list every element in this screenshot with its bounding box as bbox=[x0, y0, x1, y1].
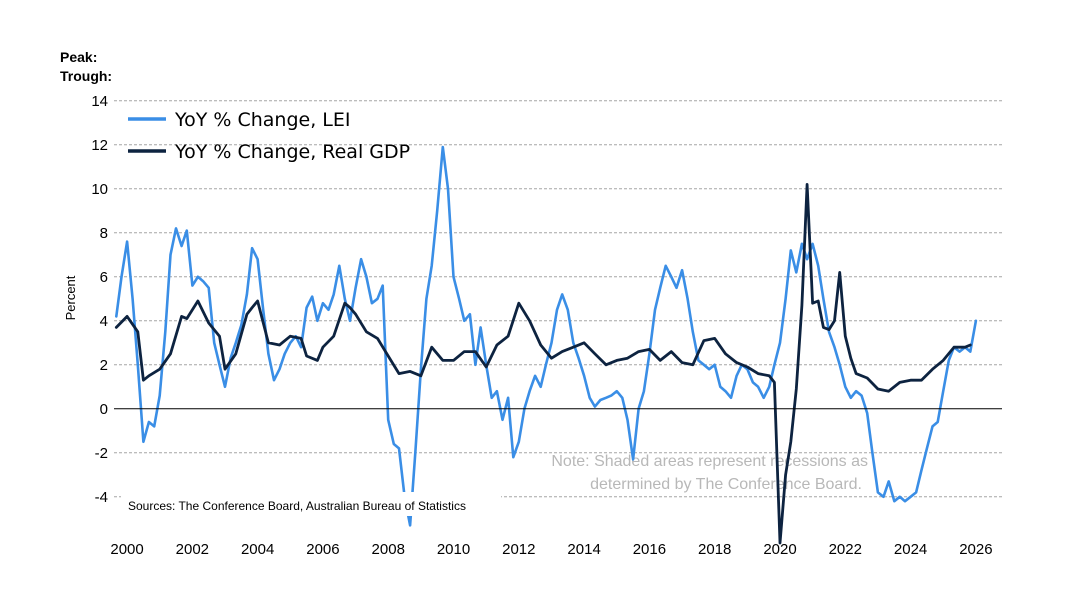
x-axis-ticks: 2000 2002 2004 2006 2008 2010 2012 2014 2016 2018… bbox=[110, 541, 992, 558]
peak-label: Peak: bbox=[60, 49, 97, 65]
source-background bbox=[121, 492, 501, 516]
x-tick-label: 2004 bbox=[241, 541, 274, 558]
y-tick-label: 10 bbox=[91, 181, 108, 198]
x-tick-label: 2014 bbox=[567, 541, 600, 558]
x-tick-label: 2020 bbox=[763, 541, 796, 558]
y-tick-label: 8 bbox=[100, 225, 108, 242]
y-axis-label: Percent bbox=[63, 275, 78, 320]
series-layer bbox=[114, 145, 978, 545]
x-tick-label: 2012 bbox=[502, 541, 535, 558]
legend-label-lei: YoY % Change, LEI bbox=[174, 109, 350, 131]
x-tick-label: 2026 bbox=[959, 541, 992, 558]
note-line-2: determined by The Conference Board. bbox=[590, 476, 862, 493]
x-tick-label: 2022 bbox=[829, 541, 862, 558]
trough-label: Trough: bbox=[60, 68, 112, 84]
y-tick-label: -4 bbox=[95, 489, 108, 506]
x-tick-label: 2010 bbox=[437, 541, 470, 558]
source-text: Sources: The Conference Board, Australia… bbox=[128, 499, 466, 513]
x-tick-label: 2016 bbox=[633, 541, 666, 558]
legend: YoY % Change, LEI YoY % Change, Real GDP bbox=[128, 109, 410, 163]
y-axis-ticks: 14 12 10 8 6 4 2 0 -2 -4 bbox=[91, 93, 108, 506]
y-tick-label: 0 bbox=[100, 401, 108, 418]
x-tick-label: 2018 bbox=[698, 541, 731, 558]
note-line-1: Note: Shaded areas represent recessions … bbox=[551, 453, 868, 470]
x-tick-label: 2008 bbox=[372, 541, 405, 558]
y-tick-label: -2 bbox=[95, 445, 108, 462]
y-tick-label: 4 bbox=[100, 313, 108, 330]
y-tick-label: 12 bbox=[91, 137, 108, 154]
x-tick-label: 2024 bbox=[894, 541, 927, 558]
y-tick-label: 2 bbox=[100, 357, 108, 374]
y-tick-label: 14 bbox=[91, 93, 108, 110]
series-line-gdp bbox=[114, 182, 972, 545]
x-tick-label: 2000 bbox=[110, 541, 143, 558]
x-tick-label: 2002 bbox=[176, 541, 209, 558]
y-tick-label: 6 bbox=[100, 269, 108, 286]
legend-label-gdp: YoY % Change, Real GDP bbox=[174, 141, 410, 163]
series-line-lei bbox=[115, 145, 978, 527]
x-tick-label: 2006 bbox=[306, 541, 339, 558]
